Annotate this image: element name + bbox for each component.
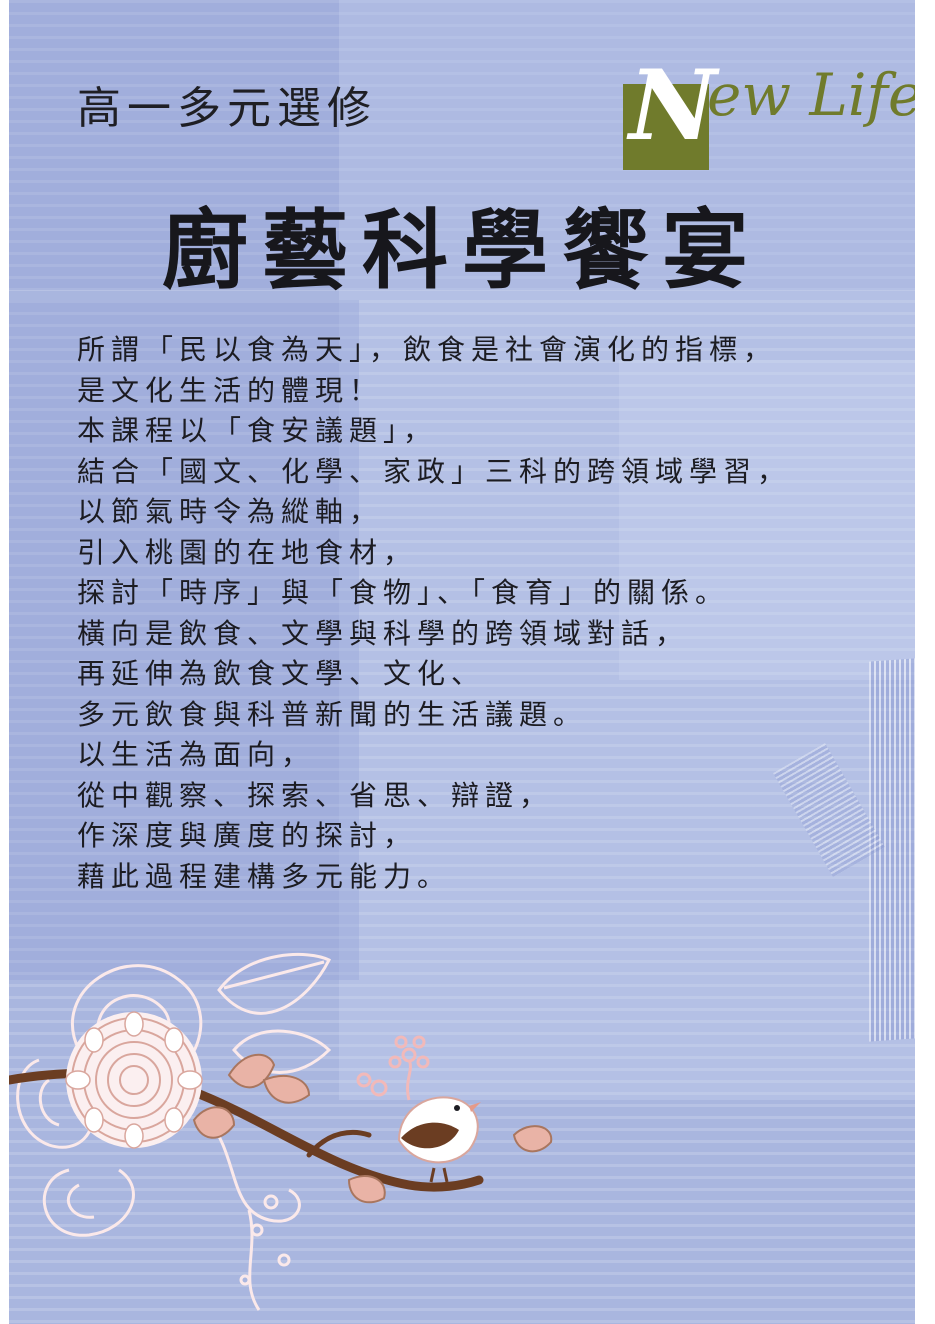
body-line: 多元飲食與科普新聞的生活議題。	[77, 697, 588, 731]
background-panel	[9, 0, 915, 290]
body-line: 作深度與廣度的探討，	[77, 819, 418, 852]
poster: 高一多元選修 N ew Life 廚藝科學饗宴 所謂「民以食為天」，飲食是社會演…	[9, 0, 915, 1324]
bird-icon	[397, 1096, 481, 1183]
page-title: 廚藝科學饗宴	[162, 200, 762, 301]
floral-decoration	[9, 952, 553, 1311]
new-life-logo: N ew Life	[615, 49, 915, 170]
branch-twig	[306, 1129, 372, 1158]
logo-text: ew Life	[707, 61, 915, 129]
logo-initial: N	[629, 49, 717, 162]
leaf-icon	[217, 952, 332, 1074]
flower-icon	[65, 1011, 203, 1149]
flower-icon	[356, 1035, 430, 1101]
body-line: 探討「時序」與「食物」、「食育」的關係。	[77, 576, 730, 609]
body-line: 從中觀察、探索、省思、辯證，	[77, 778, 554, 812]
body-line: 結合「國文、化學、家政」三科的跨領域學習，	[77, 454, 792, 488]
body-line: 藉此過程建構多元能力。	[77, 859, 452, 893]
background-panel	[9, 300, 359, 980]
body-line: 再延伸為飲食文學、文化、	[77, 657, 486, 690]
body-line: 本課程以「食安議題」，	[77, 414, 438, 447]
logo-box	[623, 84, 709, 170]
swirl-icon	[16, 964, 301, 1311]
body-line: 以節氣時令為縱軸，	[77, 495, 384, 528]
leaf-icon	[192, 1053, 553, 1204]
body-text: 所謂「民以食為天」，飲食是社會演化的指標， 是文化生活的體現！ 本課程以「食安議…	[77, 330, 907, 897]
subtitle: 高一多元選修	[77, 83, 377, 134]
body-line: 引入桃園的在地食材，	[77, 535, 418, 569]
body-line: 橫向是飲食、文學與科學的跨領域對話，	[77, 616, 690, 650]
background-panel	[619, 360, 915, 680]
body-line: 所謂「民以食為天」，飲食是社會演化的指標，	[77, 333, 778, 366]
background-panel	[339, 0, 915, 1100]
body-line: 是文化生活的體現！	[77, 373, 384, 407]
body-line: 以生活為面向，	[77, 738, 316, 771]
